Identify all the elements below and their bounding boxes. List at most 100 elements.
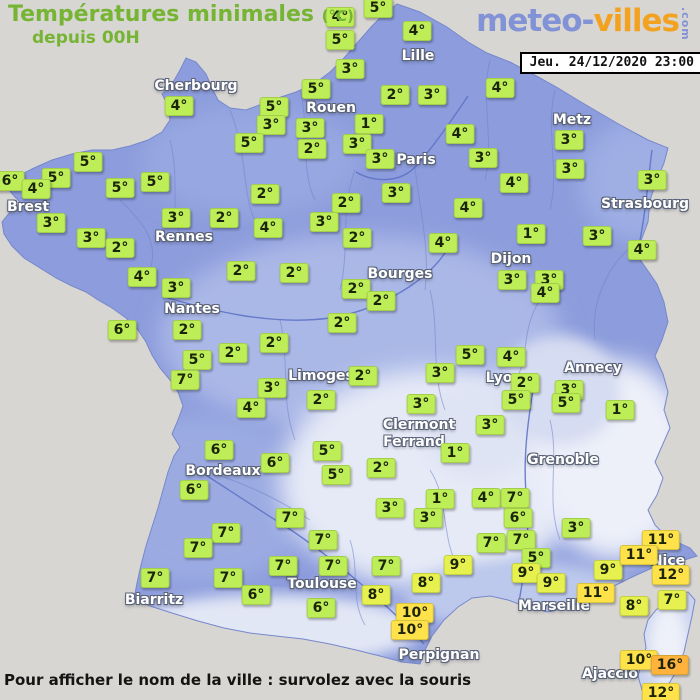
temp-badge[interactable]: 1° <box>354 114 384 134</box>
temp-badge[interactable]: 2° <box>327 313 357 333</box>
temp-badge[interactable]: 10° <box>619 650 659 670</box>
temp-badge[interactable]: 2° <box>306 390 336 410</box>
temp-badge[interactable]: 3° <box>425 363 455 383</box>
temp-badge[interactable]: 5° <box>301 79 331 99</box>
temp-badge[interactable]: 5° <box>105 178 135 198</box>
temp-badge[interactable]: 7° <box>170 370 200 390</box>
temp-badge[interactable]: 8° <box>361 585 391 605</box>
temp-badge[interactable]: 10° <box>395 603 435 623</box>
temp-badge[interactable]: 2° <box>342 228 372 248</box>
temp-badge[interactable]: 9° <box>443 555 473 575</box>
temp-badge[interactable]: 6° <box>0 171 25 191</box>
temp-badge[interactable]: 3° <box>406 394 436 414</box>
temp-badge[interactable]: 2° <box>297 139 327 159</box>
temp-badge[interactable]: 3° <box>561 518 591 538</box>
temp-badge[interactable]: 7° <box>213 568 243 588</box>
temp-badge[interactable]: 6° <box>107 320 137 340</box>
temp-badge[interactable]: 12° <box>651 565 691 585</box>
temp-badge[interactable]: 5° <box>140 172 170 192</box>
temp-badge[interactable]: 2° <box>331 193 361 213</box>
temp-badge[interactable]: 3° <box>161 208 191 228</box>
temp-badge[interactable]: 2° <box>259 333 289 353</box>
temp-badge[interactable]: 8° <box>619 596 649 616</box>
temp-badge[interactable]: 6° <box>179 480 209 500</box>
temp-badge[interactable]: 4° <box>127 267 157 287</box>
temp-badge[interactable]: 4° <box>428 233 458 253</box>
temp-badge[interactable]: 2° <box>348 366 378 386</box>
temp-badge[interactable]: 4° <box>530 283 560 303</box>
temp-badge[interactable]: 7° <box>506 530 536 550</box>
temp-badge[interactable]: 6° <box>241 585 271 605</box>
temp-badge[interactable]: 4° <box>471 488 501 508</box>
temp-badge[interactable]: 3° <box>365 149 395 169</box>
temp-badge[interactable]: 9° <box>536 573 566 593</box>
temp-badge[interactable]: 1° <box>605 400 635 420</box>
temp-badge[interactable]: 6° <box>204 440 234 460</box>
temp-badge[interactable]: 4° <box>499 173 529 193</box>
temp-badge[interactable]: 5° <box>551 393 581 413</box>
temp-badge[interactable]: 1° <box>440 443 470 463</box>
temp-badge[interactable]: 3° <box>309 212 339 232</box>
temp-badge[interactable]: 2° <box>209 208 239 228</box>
temp-badge[interactable]: 2° <box>226 261 256 281</box>
temp-badge[interactable]: 3° <box>76 228 106 248</box>
temp-badge[interactable]: 4° <box>496 347 526 367</box>
temp-badge[interactable]: 7° <box>308 530 338 550</box>
temp-badge[interactable]: 7° <box>140 568 170 588</box>
temp-badge[interactable]: 6° <box>260 453 290 473</box>
temp-badge[interactable]: 3° <box>381 183 411 203</box>
temp-badge[interactable]: 2° <box>366 458 396 478</box>
temp-badge[interactable]: 4° <box>402 21 432 41</box>
temp-badge[interactable]: 5° <box>501 390 531 410</box>
temp-badge[interactable]: 9° <box>593 560 623 580</box>
temp-badge[interactable]: 4° <box>445 124 475 144</box>
temp-badge[interactable]: 11° <box>619 545 659 565</box>
temp-badge[interactable]: 7° <box>275 508 305 528</box>
temp-badge[interactable]: 9° <box>511 563 541 583</box>
temp-badge[interactable]: 6° <box>306 598 336 618</box>
temp-badge[interactable]: 3° <box>36 213 66 233</box>
temp-badge[interactable]: 5° <box>259 97 289 117</box>
temp-badge[interactable]: 5° <box>321 465 351 485</box>
temp-badge[interactable]: 5° <box>234 133 264 153</box>
temp-badge[interactable]: 10° <box>390 620 430 640</box>
temp-badge[interactable]: 5° <box>73 152 103 172</box>
temp-badge[interactable]: 7° <box>476 533 506 553</box>
meteo-villes-logo[interactable]: meteo-villes .com <box>476 4 692 41</box>
temp-badge[interactable]: 4° <box>485 78 515 98</box>
temp-badge[interactable]: 2° <box>250 184 280 204</box>
temp-badge[interactable]: 4° <box>627 240 657 260</box>
temp-badge[interactable]: 6° <box>503 508 533 528</box>
temp-badge[interactable]: 3° <box>637 170 667 190</box>
temp-badge[interactable]: 3° <box>413 508 443 528</box>
temp-badge[interactable]: 3° <box>468 148 498 168</box>
temp-badge[interactable]: 4° <box>253 218 283 238</box>
temp-badge[interactable]: 3° <box>161 278 191 298</box>
temp-badge[interactable]: 3° <box>257 378 287 398</box>
temp-badge[interactable]: 3° <box>582 226 612 246</box>
temp-badge[interactable]: 3° <box>417 85 447 105</box>
temp-badge[interactable]: 2° <box>279 263 309 283</box>
temp-badge[interactable]: 5° <box>182 350 212 370</box>
temp-badge[interactable]: 2° <box>341 279 371 299</box>
temp-badge[interactable]: 3° <box>375 498 405 518</box>
temp-badge[interactable]: 7° <box>211 523 241 543</box>
temp-badge[interactable]: 16° <box>650 655 690 675</box>
temp-badge[interactable]: 12° <box>641 683 681 700</box>
temp-badge[interactable]: 2° <box>218 343 248 363</box>
temp-badge[interactable]: 5° <box>312 441 342 461</box>
temp-badge[interactable]: 5° <box>455 345 485 365</box>
temp-badge[interactable]: 8° <box>411 573 441 593</box>
temp-badge[interactable]: 3° <box>256 115 286 135</box>
temp-badge[interactable]: 7° <box>371 556 401 576</box>
temp-badge[interactable]: 3° <box>295 118 325 138</box>
temp-badge[interactable]: 2° <box>380 85 410 105</box>
temp-badge[interactable]: 4° <box>325 7 355 27</box>
temp-badge[interactable]: 4° <box>21 179 51 199</box>
temp-badge[interactable]: 5° <box>363 0 393 18</box>
temp-badge[interactable]: 2° <box>366 291 396 311</box>
temp-badge[interactable]: 3° <box>475 415 505 435</box>
temp-badge[interactable]: 5° <box>325 30 355 50</box>
temp-badge[interactable]: 1° <box>425 489 455 509</box>
temp-badge[interactable]: 4° <box>236 398 266 418</box>
